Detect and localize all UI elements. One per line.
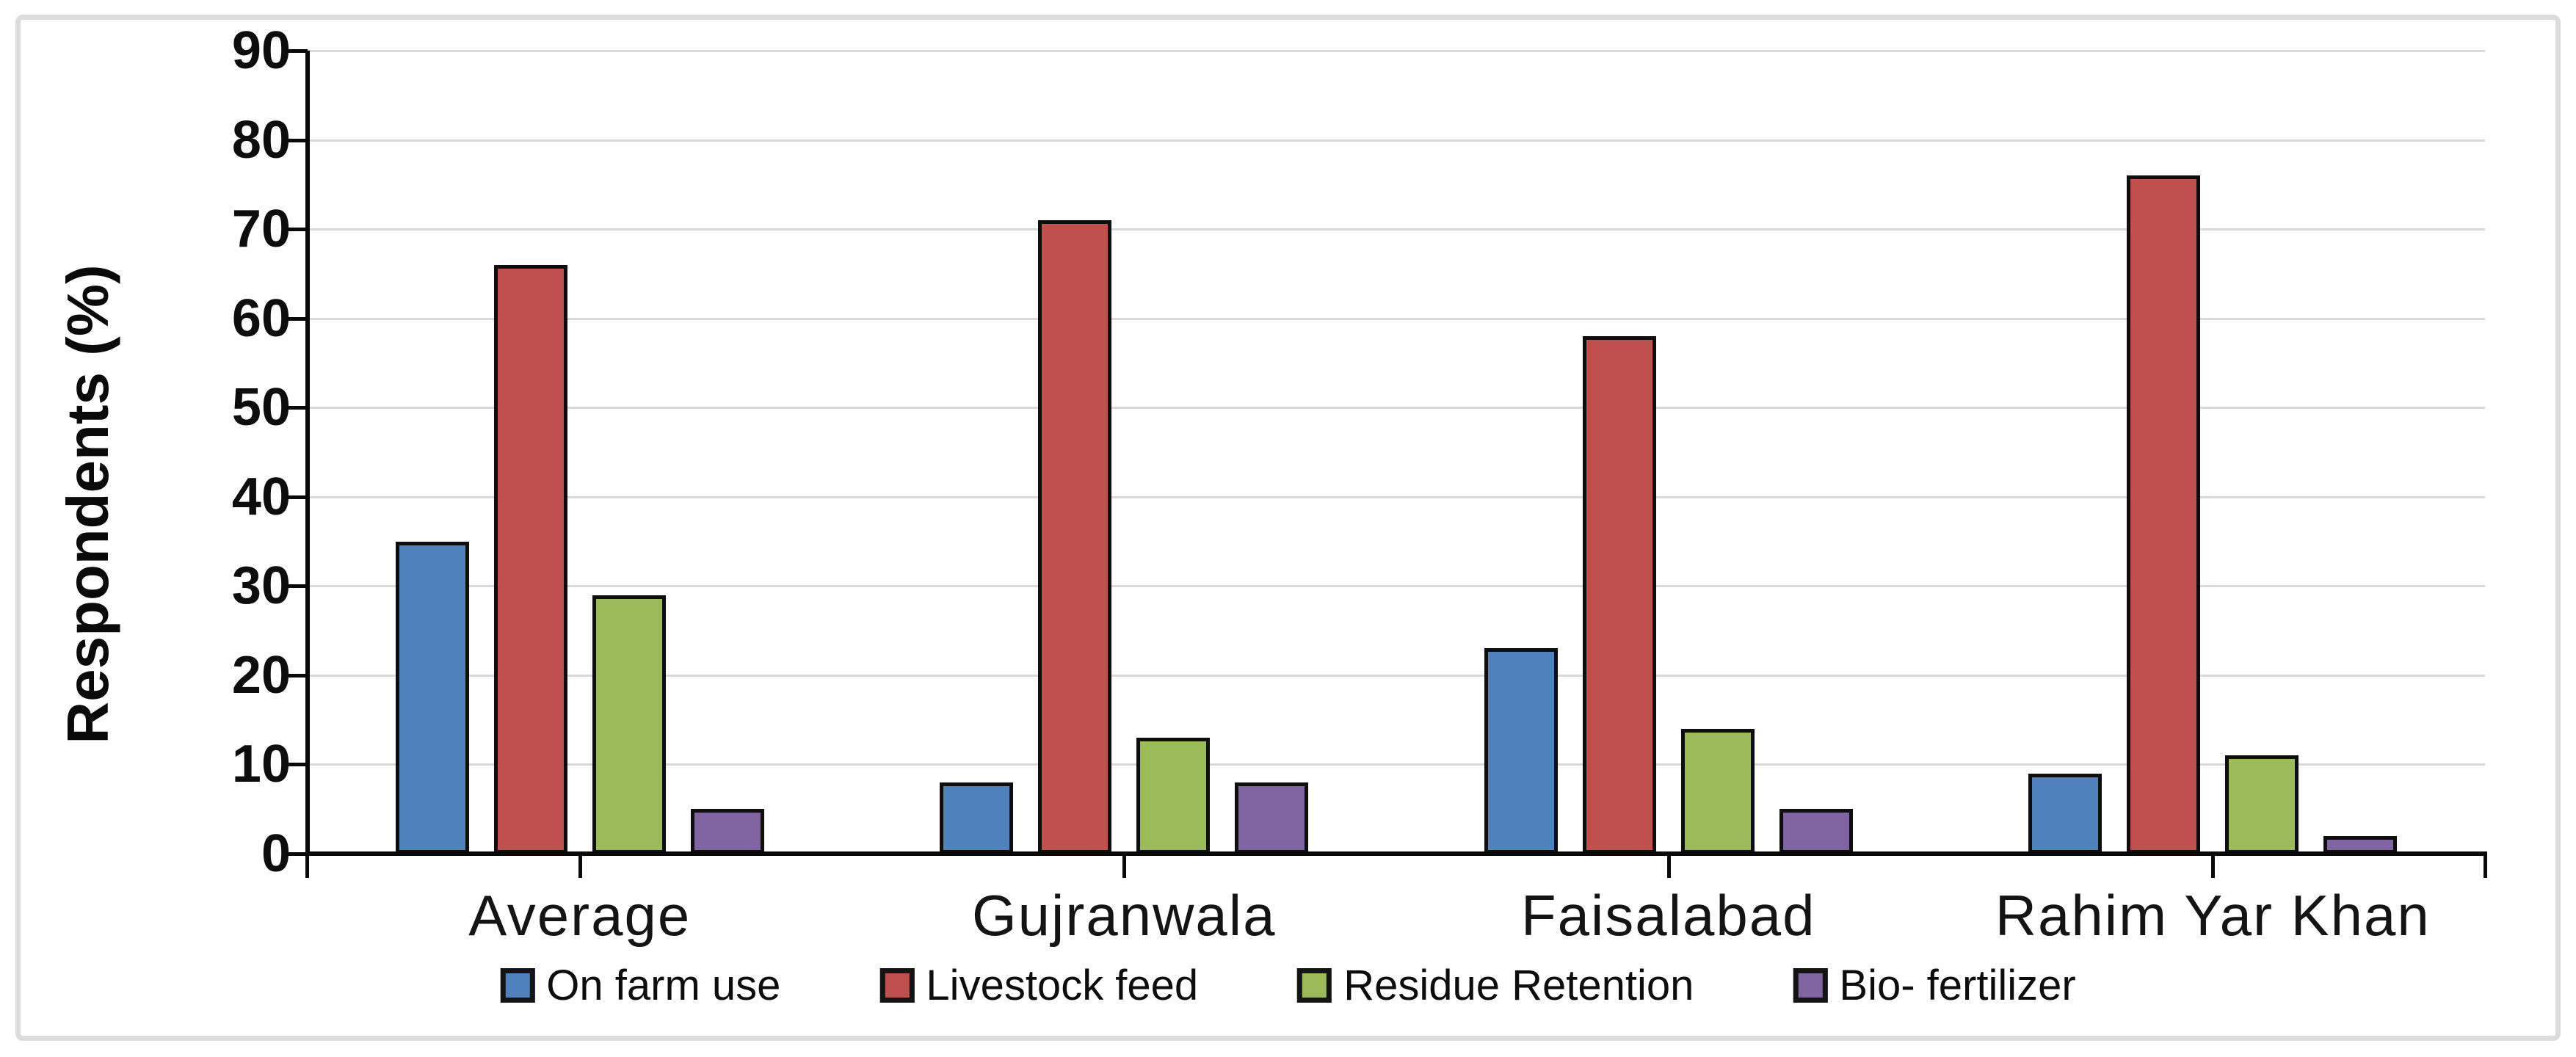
bar-bio--fertilizer: [1235, 782, 1309, 854]
x-category-label: Average: [468, 883, 692, 948]
legend-swatch-icon: [1793, 968, 1828, 1003]
y-axis-tick-20: [286, 673, 308, 678]
gridline-60: [308, 317, 2485, 320]
bar-residue-retention: [592, 595, 666, 854]
gridline-70: [308, 228, 2485, 231]
y-axis-tick-10: [286, 763, 308, 767]
gridline-80: [308, 139, 2485, 142]
gridline-50: [308, 407, 2485, 410]
bar-group-faisalabad: [1396, 51, 1941, 854]
legend: On farm use Livestock feed Residue Retenti…: [500, 961, 2076, 1010]
y-tick-label-30: 30: [231, 556, 291, 616]
y-tick-label-10: 10: [231, 735, 291, 794]
legend-label: Livestock feed: [926, 962, 1199, 1009]
y-axis-tick-90: [286, 49, 308, 53]
y-tick-label-20: 20: [231, 645, 291, 705]
x-category-label: Faisalabad: [1520, 883, 1816, 948]
gridline-10: [308, 763, 2485, 766]
y-axis-tick-70: [286, 228, 308, 232]
legend-label: On farm use: [546, 962, 781, 1009]
legend-swatch-icon: [1297, 968, 1332, 1003]
bar-group-gujranwala: [852, 51, 1397, 854]
legend-swatch-icon: [879, 968, 915, 1003]
bar-livestock-feed: [2127, 175, 2201, 854]
bar-on-farm-use: [2028, 773, 2102, 854]
legend-item-on-farm-use: On farm use: [500, 961, 780, 1010]
y-tick-label-60: 60: [231, 288, 291, 348]
x-axis-tick-center-0: [578, 856, 582, 878]
y-tick-label-0: 0: [261, 824, 291, 883]
bar-on-farm-use: [395, 541, 469, 854]
bar-group-average: [308, 51, 852, 854]
y-tick-label-40: 40: [231, 467, 291, 526]
y-axis-line: [305, 51, 310, 856]
legend-item-residue-retention: Residue Retention: [1297, 961, 1694, 1010]
x-axis-tick-center-3: [2211, 856, 2216, 878]
bar-livestock-feed: [1038, 219, 1112, 854]
x-axis-category-labels: Average Gujranwala Faisalabad Rahim Yar Kha…: [308, 882, 2485, 949]
bar-group-rahim-yar-khan: [1941, 51, 2486, 854]
x-axis-tick-left-end: [305, 856, 309, 878]
legend-label: Bio- fertilizer: [1839, 962, 2076, 1009]
x-axis-line: [305, 851, 2487, 856]
gridline-40: [308, 495, 2485, 498]
legend-label: Residue Retention: [1343, 962, 1694, 1009]
y-axis-tick-50: [286, 406, 308, 410]
bar-bio--fertilizer: [1779, 809, 1853, 854]
bar-livestock-feed: [493, 264, 567, 854]
y-axis-tick-60: [286, 316, 308, 321]
gridline-90: [308, 50, 2485, 52]
bar-residue-retention: [1136, 737, 1211, 854]
gridline-20: [308, 674, 2485, 677]
x-axis-tick-center-2: [1666, 856, 1671, 878]
bar-bio--fertilizer: [690, 809, 764, 854]
y-tick-label-90: 90: [231, 21, 291, 80]
y-axis-tick-0: [286, 852, 308, 856]
y-axis-tick-labels: 0 10 20 30 40 50 60 70 80 90: [21, 21, 291, 883]
y-axis-tick-80: [286, 138, 308, 142]
legend-swatch-icon: [500, 968, 535, 1003]
bar-on-farm-use: [1484, 648, 1558, 854]
y-tick-label-80: 80: [231, 110, 291, 170]
legend-item-livestock-feed: Livestock feed: [879, 961, 1198, 1010]
bar-residue-retention: [2225, 755, 2299, 854]
y-axis-tick-30: [286, 584, 308, 589]
plot-area: [286, 49, 2487, 878]
bar-residue-retention: [1680, 728, 1755, 854]
y-tick-label-50: 50: [231, 378, 291, 437]
x-axis-tick-right-end: [2484, 856, 2487, 878]
figure-frame: Respondents (%) 0 10 20 30 40 50 60 70 80 90 Aver…: [15, 15, 2561, 1041]
legend-item-bio--fertilizer: Bio- fertilizer: [1793, 961, 2076, 1010]
x-axis-tick-center-1: [1122, 856, 1127, 878]
x-category-label: Gujranwala: [971, 883, 1277, 948]
gridline-30: [308, 585, 2485, 588]
y-tick-label-70: 70: [231, 200, 291, 259]
bar-on-farm-use: [940, 782, 1014, 854]
bar-livestock-feed: [1582, 335, 1656, 854]
y-axis-tick-40: [286, 495, 308, 499]
x-category-label: Rahim Yar Khan: [1995, 883, 2431, 948]
